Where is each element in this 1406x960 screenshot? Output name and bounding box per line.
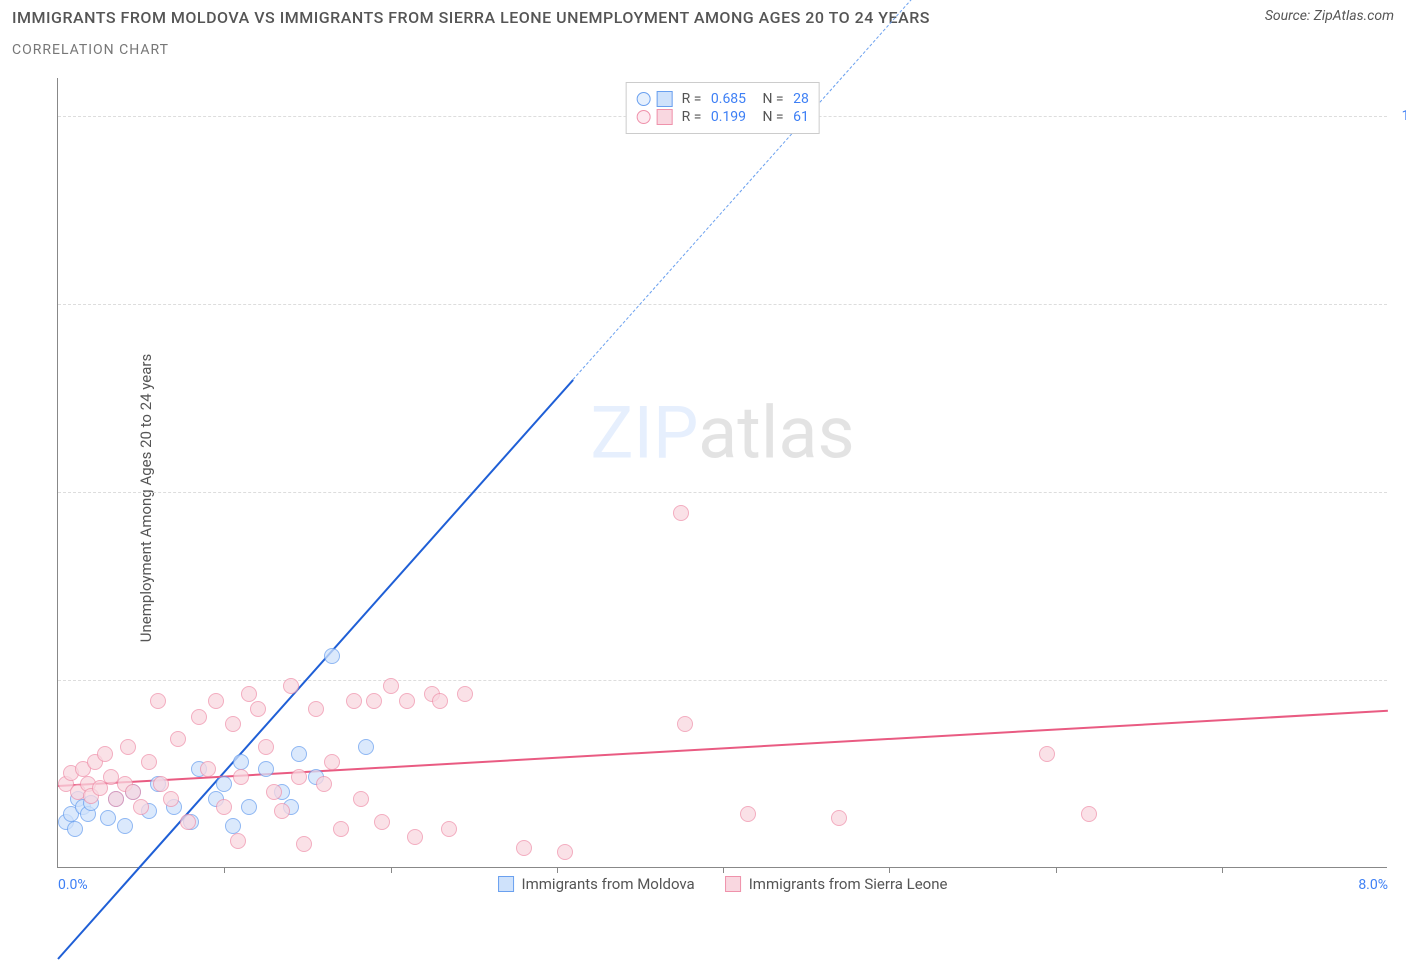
scatter-point: [516, 840, 532, 856]
scatter-point: [233, 769, 249, 785]
scatter-point: [374, 814, 390, 830]
plot-area: ZIPatlas 25.0%50.0%75.0%100.0%0.0%8.0% R…: [57, 78, 1387, 868]
scatter-point: [241, 686, 257, 702]
watermark: ZIPatlas: [590, 391, 854, 476]
x-tick: [889, 867, 890, 873]
scatter-point: [557, 844, 573, 860]
source-text: Source: ZipAtlas.com: [1265, 8, 1394, 24]
x-tick-label: 8.0%: [1358, 877, 1388, 893]
scatter-point: [457, 686, 473, 702]
scatter-point: [316, 776, 332, 792]
scatter-point: [153, 776, 169, 792]
scatter-point: [150, 693, 166, 709]
y-tick-label: 50.0%: [1392, 484, 1406, 500]
x-tick: [391, 867, 392, 873]
scatter-point: [250, 701, 266, 717]
scatter-point: [266, 784, 282, 800]
scatter-point: [673, 505, 689, 521]
scatter-point: [324, 648, 340, 664]
x-tick: [723, 867, 724, 873]
scatter-point: [225, 716, 241, 732]
legend-circle-icon: [636, 92, 650, 106]
y-tick-label: 75.0%: [1392, 296, 1406, 312]
scatter-point: [216, 776, 232, 792]
trend-line: [573, 0, 1023, 380]
scatter-point: [407, 829, 423, 845]
scatter-point: [100, 810, 116, 826]
y-tick-label: 100.0%: [1392, 108, 1406, 124]
scatter-point: [233, 754, 249, 770]
scatter-point: [291, 769, 307, 785]
scatter-point: [353, 791, 369, 807]
scatter-point: [346, 693, 362, 709]
scatter-point: [740, 806, 756, 822]
scatter-point: [141, 754, 157, 770]
scatter-point: [432, 693, 448, 709]
scatter-point: [241, 799, 257, 815]
scatter-point: [125, 784, 141, 800]
scatter-point: [117, 818, 133, 834]
legend-label: Immigrants from Sierra Leone: [749, 875, 948, 893]
scatter-point: [191, 709, 207, 725]
correlation-chart: Unemployment Among Ages 20 to 24 years Z…: [12, 78, 1394, 918]
subtitle: CORRELATION CHART: [12, 42, 169, 58]
legend-swatch-icon: [656, 109, 672, 125]
scatter-point: [108, 791, 124, 807]
scatter-point: [324, 754, 340, 770]
scatter-point: [163, 791, 179, 807]
trend-line: [57, 379, 574, 960]
x-tick: [224, 867, 225, 873]
scatter-point: [308, 701, 324, 717]
scatter-point: [258, 739, 274, 755]
scatter-point: [383, 678, 399, 694]
scatter-point: [831, 810, 847, 826]
x-tick: [1056, 867, 1057, 873]
scatter-point: [291, 746, 307, 762]
legend-swatch-icon: [725, 876, 741, 892]
scatter-point: [677, 716, 693, 732]
legend-series-item: Immigrants from Moldova: [498, 875, 695, 893]
y-tick-label: 25.0%: [1392, 672, 1406, 688]
scatter-point: [97, 746, 113, 762]
x-tick-label: 0.0%: [58, 877, 88, 893]
scatter-point: [133, 799, 149, 815]
x-tick: [1222, 867, 1223, 873]
x-tick: [557, 867, 558, 873]
legend-swatch-icon: [498, 876, 514, 892]
scatter-point: [358, 739, 374, 755]
scatter-point: [208, 693, 224, 709]
legend-label: Immigrants from Moldova: [522, 875, 695, 893]
legend-stats-row: R = 0.199 N = 61: [636, 109, 809, 125]
scatter-point: [274, 803, 290, 819]
legend-circle-icon: [636, 110, 650, 124]
scatter-point: [333, 821, 349, 837]
scatter-point: [170, 731, 186, 747]
scatter-point: [258, 761, 274, 777]
scatter-point: [200, 761, 216, 777]
legend-swatch-icon: [656, 91, 672, 107]
scatter-point: [230, 833, 246, 849]
scatter-point: [180, 814, 196, 830]
scatter-point: [216, 799, 232, 815]
legend-stats-row: R = 0.685 N = 28: [636, 91, 809, 107]
scatter-point: [120, 739, 136, 755]
scatter-point: [1039, 746, 1055, 762]
scatter-point: [225, 818, 241, 834]
legend-series: Immigrants from Moldova Immigrants from S…: [498, 875, 948, 893]
scatter-point: [366, 693, 382, 709]
gridline: [58, 680, 1387, 681]
gridline: [58, 492, 1387, 493]
scatter-point: [441, 821, 457, 837]
scatter-point: [1081, 806, 1097, 822]
scatter-point: [296, 836, 312, 852]
gridline: [58, 304, 1387, 305]
scatter-point: [67, 821, 83, 837]
scatter-point: [283, 678, 299, 694]
legend-series-item: Immigrants from Sierra Leone: [725, 875, 948, 893]
legend-stats: R = 0.685 N = 28 R = 0.199 N = 61: [625, 82, 820, 134]
page-title: IMMIGRANTS FROM MOLDOVA VS IMMIGRANTS FR…: [12, 8, 930, 27]
scatter-point: [399, 693, 415, 709]
